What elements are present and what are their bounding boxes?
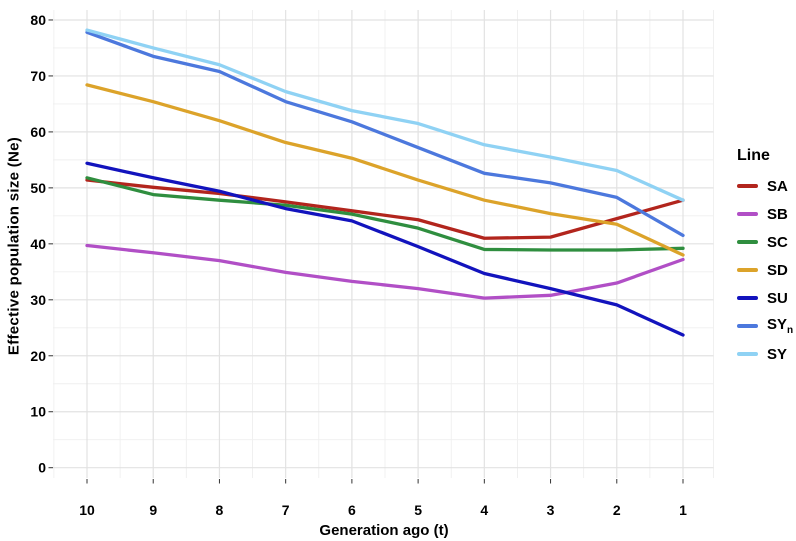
x-tick-label: 9 [149,502,157,518]
y-tick-label: 10 [30,404,46,420]
legend-swatch-SA [737,184,758,188]
series-line-SC [85,176,685,252]
legend-item-SA: SA [737,172,793,200]
series-line-SA [85,178,685,240]
legend-swatch-SY [737,352,758,356]
series-line-SU [85,161,685,337]
legend-item-SB: SB [737,200,793,228]
x-tick-label: 6 [348,502,356,518]
y-tick-label: 60 [30,124,46,140]
legend-swatch-SB [737,212,758,216]
x-tick-label: 1 [679,502,687,518]
legend-swatch-SC [737,240,758,244]
series-line-SD [85,83,685,257]
legend-item-SYn: SYn [737,312,793,340]
legend-swatch-SYn [737,324,758,328]
y-tick-label: 80 [30,12,46,28]
y-tick-label: 50 [30,180,46,196]
x-tick-label: 8 [216,502,224,518]
x-tick-label: 4 [480,502,488,518]
y-tick-label: 0 [38,460,46,476]
legend-label-SYn: SYn [767,316,794,336]
legend-label-SY: SY [767,345,788,363]
series-line-SB [85,243,685,300]
y-tick-label: 30 [30,292,46,308]
legend-title: Line [737,147,770,164]
legend-label-SD: SD [767,261,788,279]
x-axis-title: Generation ago (t) [319,522,449,539]
x-tick-label: 10 [79,502,95,518]
series-line-SYn [85,30,685,238]
legend-label-SC: SC [767,233,788,251]
legend-label-SA: SA [767,177,788,195]
y-axis-title: Effective population size (Ne) [5,136,23,356]
legend-item-SU: SU [737,284,793,312]
x-tick-label: 3 [547,502,555,518]
series-line-SY [85,28,685,202]
x-tick-label: 7 [282,502,290,518]
legend-swatch-SU [737,296,758,300]
legend-item-SD: SD [737,256,793,284]
legend-item-SY: SY [737,340,793,368]
legend: Line SA SB SC SD SU SYn SY [737,147,793,368]
legend-label-SB: SB [767,205,788,223]
x-tick-label: 5 [414,502,422,518]
y-tick-label: 20 [30,348,46,364]
y-tick-label: 40 [30,236,46,252]
x-tick-label: 2 [613,502,621,518]
legend-items: SA SB SC SD SU SYn SY [737,172,793,368]
legend-item-SC: SC [737,228,793,256]
legend-label-SU: SU [767,289,788,307]
legend-swatch-SD [737,268,758,272]
y-tick-label: 70 [30,68,46,84]
